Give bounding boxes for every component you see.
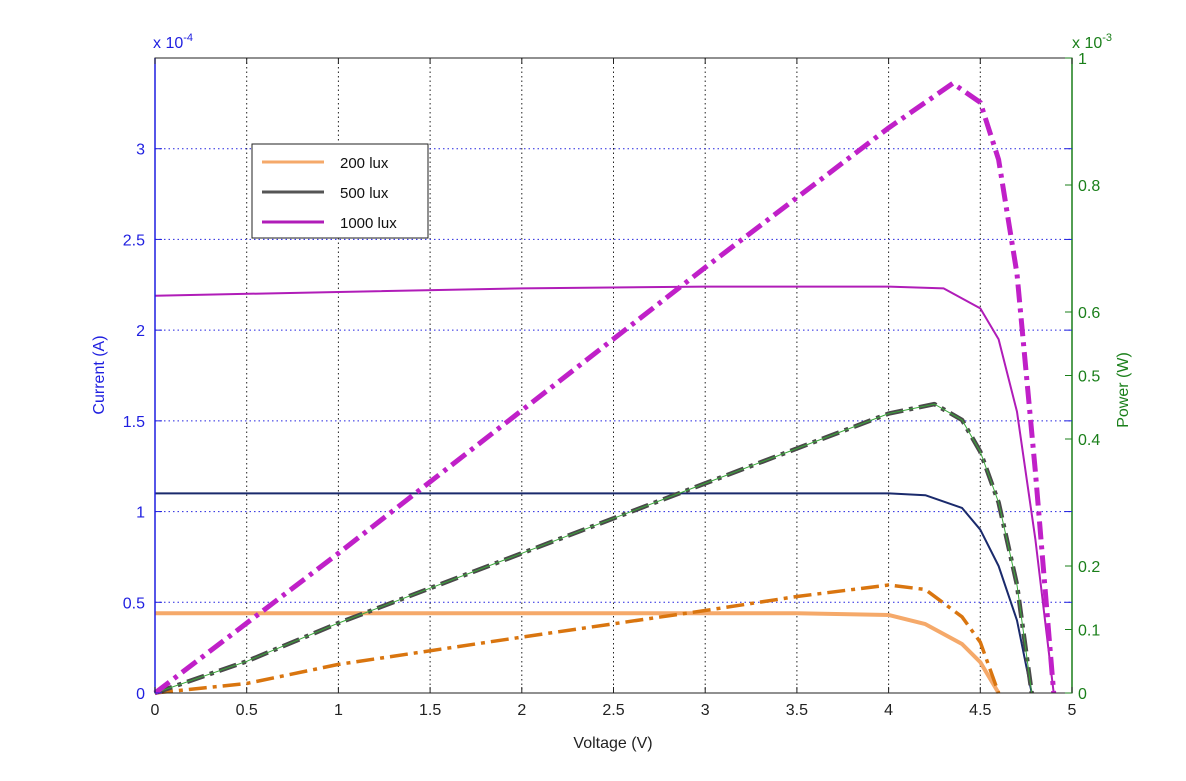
y-right-tick-label: 0.6: [1078, 305, 1100, 322]
data-lines: [153, 80, 1057, 696]
y-left-tick-label: 0.5: [123, 595, 145, 612]
y-left-tick-label: 2: [136, 323, 145, 340]
y-right-tick-label: 0: [1078, 686, 1087, 703]
power-line-1000-lux: [153, 80, 1057, 695]
legend-label-1000: 1000 lux: [340, 215, 397, 232]
y-right-tick-label: 0.8: [1078, 178, 1100, 195]
y-right-tick-label: 0.5: [1078, 369, 1100, 386]
y-axis-left-label: Current (A): [91, 335, 108, 414]
x-tick-label: 4.5: [969, 702, 991, 719]
y-left-tick-label: 3: [136, 142, 145, 159]
current-line-200-lux: [155, 611, 1001, 695]
y-right-tick-label: 0.2: [1078, 559, 1100, 576]
x-tick-label: 0.5: [236, 702, 258, 719]
y-left-tick-label: 1: [136, 505, 145, 522]
y-right-tick-label: 0.1: [1078, 623, 1100, 640]
x-tick-label: 3.5: [786, 702, 808, 719]
legend-label-200: 200 lux: [340, 155, 389, 172]
left-exponent-label: x 10-4: [153, 32, 193, 52]
x-tick-label: 1: [334, 702, 343, 719]
power-line-200-lux: [154, 583, 1001, 695]
current-line-500-lux: [155, 492, 1033, 694]
right-exponent-label: x 10-3: [1072, 32, 1112, 52]
power-line-500-overlay: [154, 403, 1033, 694]
x-tick-label: 3: [701, 702, 710, 719]
y-left-tick-label: 0: [136, 686, 145, 703]
x-axis-label: Voltage (V): [573, 735, 652, 752]
x-tick-label: 5: [1068, 702, 1077, 719]
axis-ticks: 0 0.5 1 1.5 2 2.5 3 3.5 4 4.5 500.511.522.5300.10.…: [123, 51, 1101, 719]
x-tick-label: 1.5: [419, 702, 441, 719]
x-tick-label: 2: [517, 702, 526, 719]
x-tick-label: 4: [884, 702, 893, 719]
x-tick-label: 2.5: [602, 702, 624, 719]
y-left-tick-label: 1.5: [123, 414, 145, 431]
y-left-tick-label: 2.5: [123, 232, 145, 249]
y-right-tick-label: 1: [1078, 51, 1087, 68]
y-right-tick-label: 0.4: [1078, 432, 1100, 449]
legend-label-500: 500 lux: [340, 185, 389, 202]
legend: 200 lux 500 lux 1000 lux: [251, 143, 429, 239]
y-axis-right-label: Power (W): [1115, 352, 1132, 428]
x-tick-label: 0: [151, 702, 160, 719]
current-line-1000-lux: [154, 285, 1055, 694]
